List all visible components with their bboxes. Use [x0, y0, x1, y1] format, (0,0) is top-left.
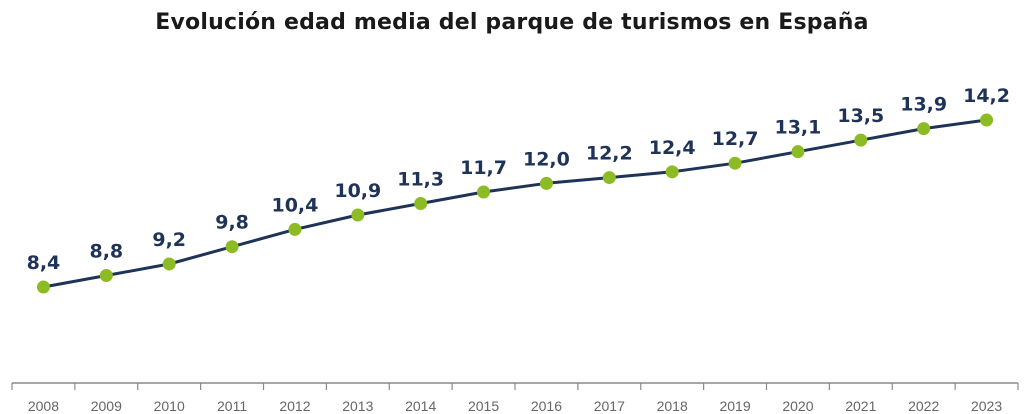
data-point	[980, 113, 994, 127]
data-label: 13,1	[774, 117, 821, 139]
x-tick-label: 2022	[908, 398, 939, 414]
data-point	[854, 133, 868, 147]
series-line	[43, 118, 987, 289]
data-label: 10,4	[271, 194, 318, 216]
x-tick-label: 2020	[782, 398, 813, 414]
data-point	[602, 171, 616, 185]
data-point	[539, 176, 553, 190]
data-label: 9,8	[215, 212, 249, 234]
x-tick-label: 2016	[531, 398, 562, 414]
chart-title: Evolución edad media del parque de turis…	[155, 10, 869, 35]
x-tick-label: 2008	[28, 398, 59, 414]
data-label: 12,0	[523, 148, 570, 170]
data-label: 11,7	[460, 157, 507, 179]
data-label: 11,3	[397, 169, 444, 191]
x-tick-labels-group: 2008 2009 2010 2011 2012 2013 2014 2015 2016 2017…	[28, 398, 1002, 414]
data-label: 10,9	[334, 180, 381, 202]
data-label: 9,2	[152, 229, 186, 251]
x-tick-label: 2013	[342, 398, 373, 414]
data-point	[917, 122, 931, 136]
x-tick-label: 2015	[468, 398, 499, 414]
data-label: 8,4	[27, 252, 61, 274]
data-label: 8,8	[89, 240, 123, 262]
data-point	[36, 280, 50, 294]
data-point	[162, 257, 176, 271]
x-tick-label: 2018	[657, 398, 688, 414]
x-tick-label: 2023	[971, 398, 1002, 414]
x-axis	[11, 382, 1019, 390]
series-line-group	[43, 118, 987, 289]
data-label: 13,9	[900, 94, 947, 116]
x-tick-label: 2012	[279, 398, 310, 414]
data-point	[414, 197, 428, 210]
data-label: 12,7	[712, 128, 759, 150]
data-point	[288, 222, 302, 236]
x-tick-label: 2014	[405, 398, 436, 414]
data-point	[728, 156, 742, 170]
data-point	[791, 145, 805, 159]
data-label: 13,5	[837, 105, 884, 127]
data-point	[99, 268, 113, 282]
data-label: 12,4	[649, 137, 696, 159]
data-point	[665, 165, 679, 179]
x-tick-label: 2021	[845, 398, 876, 414]
data-point	[477, 185, 491, 199]
x-tick-label: 2017	[594, 398, 625, 414]
markers-group	[36, 113, 994, 294]
data-point	[225, 240, 239, 254]
data-point	[351, 208, 365, 222]
x-tick-label: 2011	[217, 398, 247, 414]
x-tick-label: 2009	[91, 398, 122, 414]
data-labels-group: 8,4 8,8 9,2 9,8 10,4 10,9 11,3 11,7 12,0 12,2 12,4…	[27, 85, 1010, 274]
x-tick-label: 2019	[719, 398, 750, 414]
data-label: 12,2	[586, 143, 633, 165]
data-label: 14,2	[963, 85, 1010, 107]
x-tick-label: 2010	[154, 398, 185, 414]
